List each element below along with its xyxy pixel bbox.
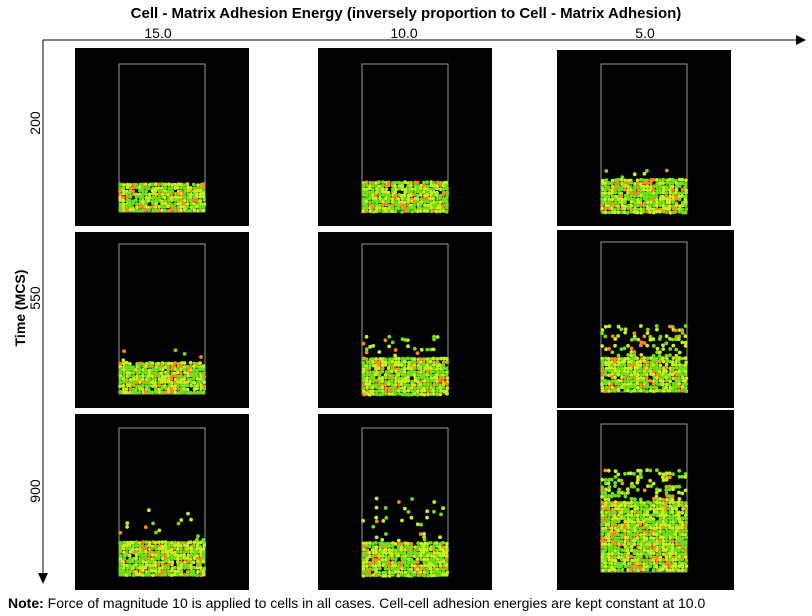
x-label-15: 15.0	[144, 25, 172, 41]
cell-cluster	[600, 324, 689, 394]
x-label-10: 10.0	[390, 25, 418, 41]
cell-cluster	[118, 508, 207, 578]
panel-r2c1	[75, 232, 249, 408]
y-axis-title: Time (MCS)	[12, 269, 28, 347]
footnote: Note: Force of magnitude 10 is applied t…	[8, 595, 705, 611]
cell-cluster	[361, 496, 450, 578]
y-label-550: 550	[27, 286, 43, 310]
y-label-200: 200	[27, 111, 43, 135]
cell-cluster	[118, 348, 207, 395]
note-label: Note:	[8, 595, 44, 611]
x-label-5: 5.0	[635, 25, 655, 41]
figure-title: Cell - Matrix Adhesion Energy (inversely…	[130, 5, 682, 22]
panel-r1c1	[75, 48, 249, 226]
y-label-900: 900	[27, 479, 43, 503]
panel-r3c3	[557, 410, 734, 590]
cell-cluster	[118, 182, 207, 213]
note-text: Force of magnitude 10 is applied to cell…	[47, 595, 706, 611]
panel-r3c2	[318, 414, 492, 590]
cell-cluster	[361, 180, 450, 214]
panel-r1c3	[557, 50, 731, 226]
panel-r2c3	[557, 230, 734, 408]
panel-r3c1	[75, 414, 249, 590]
cell-cluster	[361, 334, 450, 397]
cell-cluster	[600, 468, 689, 573]
panel-r2c2	[318, 232, 492, 408]
panel-r1c2	[318, 48, 492, 226]
cell-cluster	[600, 168, 689, 215]
